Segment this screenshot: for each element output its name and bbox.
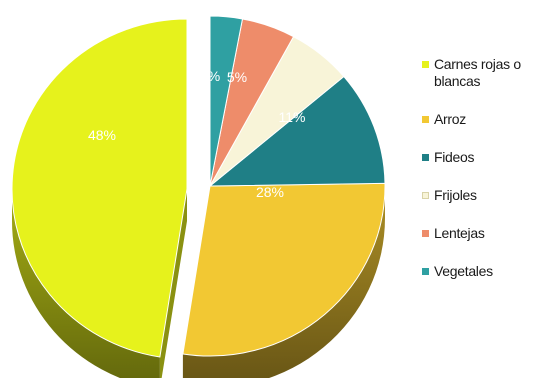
slice-arroz <box>182 182 386 357</box>
data-label-fideos: 11% <box>279 109 306 125</box>
slice-side-arroz <box>182 186 385 378</box>
legend-item-carnes: Carnes rojas o blancas <box>422 56 537 90</box>
legend-item-fideos: Fideos <box>422 149 537 166</box>
legend-swatch-vegetales <box>422 268 429 275</box>
legend-item-lentejas: Lentejas <box>422 225 537 242</box>
legend-swatch-frijoles <box>422 192 429 199</box>
slice-vegetales <box>209 15 244 187</box>
pie-tops <box>11 15 386 358</box>
legend-item-arroz: Arroz <box>422 111 537 128</box>
legend-item-vegetales: Vegetales <box>422 263 537 280</box>
slice-side-carnes <box>12 189 160 378</box>
legend-label-carnes: Carnes rojas o blancas <box>434 56 521 89</box>
legend-swatch-carnes <box>422 61 429 68</box>
legend-label-vegetales: Vegetales <box>434 263 493 279</box>
legend-swatch-arroz <box>422 116 429 123</box>
data-label-lentejas: 5% <box>227 69 247 85</box>
data-label-vegetales: % <box>208 68 220 84</box>
pie-sides <box>12 186 385 378</box>
slice-cut-carnes-0 <box>159 189 187 378</box>
legend-swatch-fideos <box>422 154 429 161</box>
legend-item-frijoles: Frijoles <box>422 187 537 204</box>
slice-carnes <box>11 18 188 358</box>
legend: Carnes rojas o blancas Arroz Fideos Frij… <box>422 56 537 301</box>
legend-label-lentejas: Lentejas <box>434 225 485 241</box>
legend-swatch-lentejas <box>422 230 429 237</box>
slice-fideos <box>208 75 386 187</box>
legend-label-frijoles: Frijoles <box>434 187 477 203</box>
data-label-carnes: 48% <box>88 127 116 143</box>
legend-label-fideos: Fideos <box>434 149 475 165</box>
legend-label-arroz: Arroz <box>434 111 466 127</box>
data-label-arroz: 28% <box>256 184 284 200</box>
